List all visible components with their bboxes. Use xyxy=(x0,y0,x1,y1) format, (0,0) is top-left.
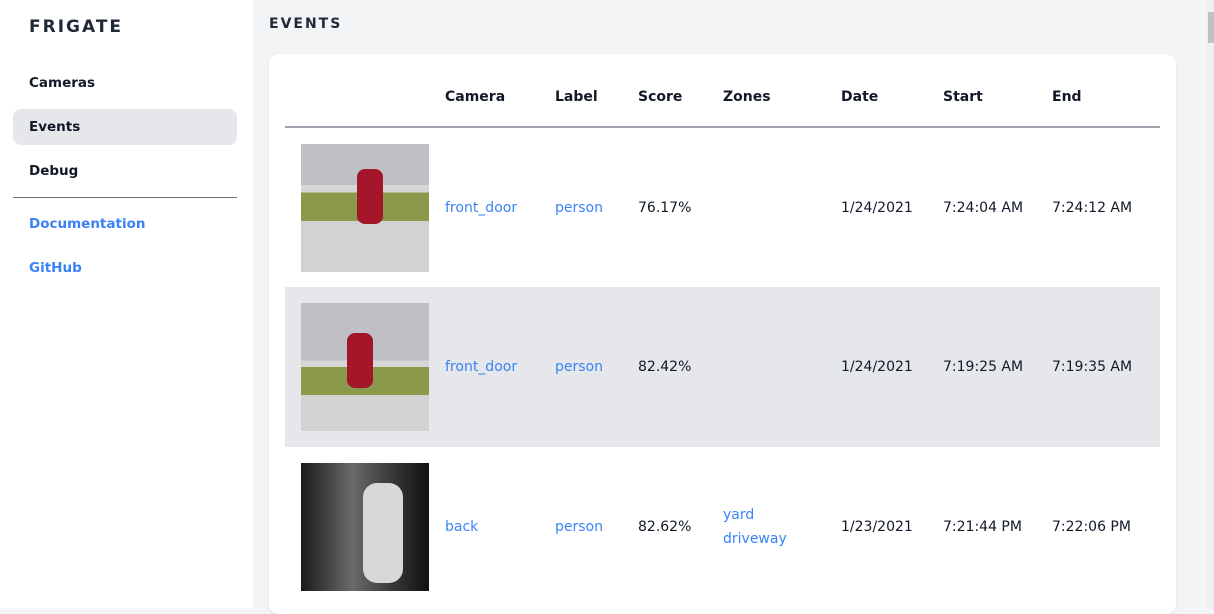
app-logo[interactable]: FRIGATE xyxy=(29,17,124,37)
camera-link[interactable]: front_door xyxy=(445,199,518,216)
event-thumbnail[interactable] xyxy=(301,303,429,431)
score: 82.42% xyxy=(638,287,723,447)
date: 1/24/2021 xyxy=(841,287,943,447)
sidebar-item-events[interactable]: Events xyxy=(13,109,237,145)
score: 76.17% xyxy=(638,199,692,216)
scrollbar[interactable] xyxy=(1206,0,1214,608)
label-link[interactable]: person xyxy=(555,199,603,216)
header-thumbnail xyxy=(285,54,445,128)
zone-link[interactable]: yard xyxy=(723,507,755,523)
sidebar-item-debug[interactable]: Debug xyxy=(29,163,79,179)
events-card: Camera Label Score Zones Date Start End … xyxy=(269,54,1176,614)
header-label: Label xyxy=(555,54,638,128)
zones: yard driveway xyxy=(723,447,841,607)
github-link[interactable]: GitHub xyxy=(29,260,82,276)
scrollbar-thumb[interactable] xyxy=(1208,12,1214,43)
sidebar: FRIGATE Cameras Events Debug Documentati… xyxy=(0,0,253,608)
camera-link[interactable]: front_door xyxy=(445,287,555,447)
header-score: Score xyxy=(638,54,723,128)
label-link[interactable]: person xyxy=(555,519,603,535)
header-start: Start xyxy=(943,54,1052,128)
documentation-link[interactable]: Documentation xyxy=(29,216,146,232)
zones xyxy=(723,287,841,447)
end-time: 7:24:12 AM xyxy=(1052,199,1133,216)
zone-link[interactable]: driveway xyxy=(723,531,787,547)
page-title: EVENTS xyxy=(269,16,343,32)
event-thumbnail[interactable] xyxy=(301,463,429,591)
date: 1/23/2021 xyxy=(841,519,913,535)
zones xyxy=(723,127,841,287)
event-thumbnail[interactable] xyxy=(301,143,429,272)
table-row[interactable]: front_door person 76.17% 1/24/2021 7:24:… xyxy=(285,127,1160,287)
start-time: 7:19:25 AM xyxy=(943,287,1052,447)
end-time: 7:19:35 AM xyxy=(1052,287,1160,447)
header-end: End xyxy=(1052,54,1160,128)
table-header: Camera Label Score Zones Date Start End xyxy=(285,54,1160,128)
sidebar-divider xyxy=(13,197,237,198)
table-row[interactable]: front_door person 82.42% 1/24/2021 7:19:… xyxy=(285,287,1160,447)
score: 82.62% xyxy=(638,519,692,535)
end-time: 7:22:06 PM xyxy=(1052,519,1131,535)
date: 1/24/2021 xyxy=(841,199,913,216)
header-zones: Zones xyxy=(723,54,841,128)
start-time: 7:24:04 AM xyxy=(943,199,1024,216)
label-link[interactable]: person xyxy=(555,287,638,447)
start-time: 7:21:44 PM xyxy=(943,519,1022,535)
events-table: Camera Label Score Zones Date Start End … xyxy=(285,54,1160,607)
table-row[interactable]: back person 82.62% yard driveway 1/23/202… xyxy=(285,447,1160,607)
camera-link[interactable]: back xyxy=(445,519,479,535)
header-camera: Camera xyxy=(445,54,555,128)
header-date: Date xyxy=(841,54,943,128)
sidebar-item-cameras[interactable]: Cameras xyxy=(29,75,96,91)
